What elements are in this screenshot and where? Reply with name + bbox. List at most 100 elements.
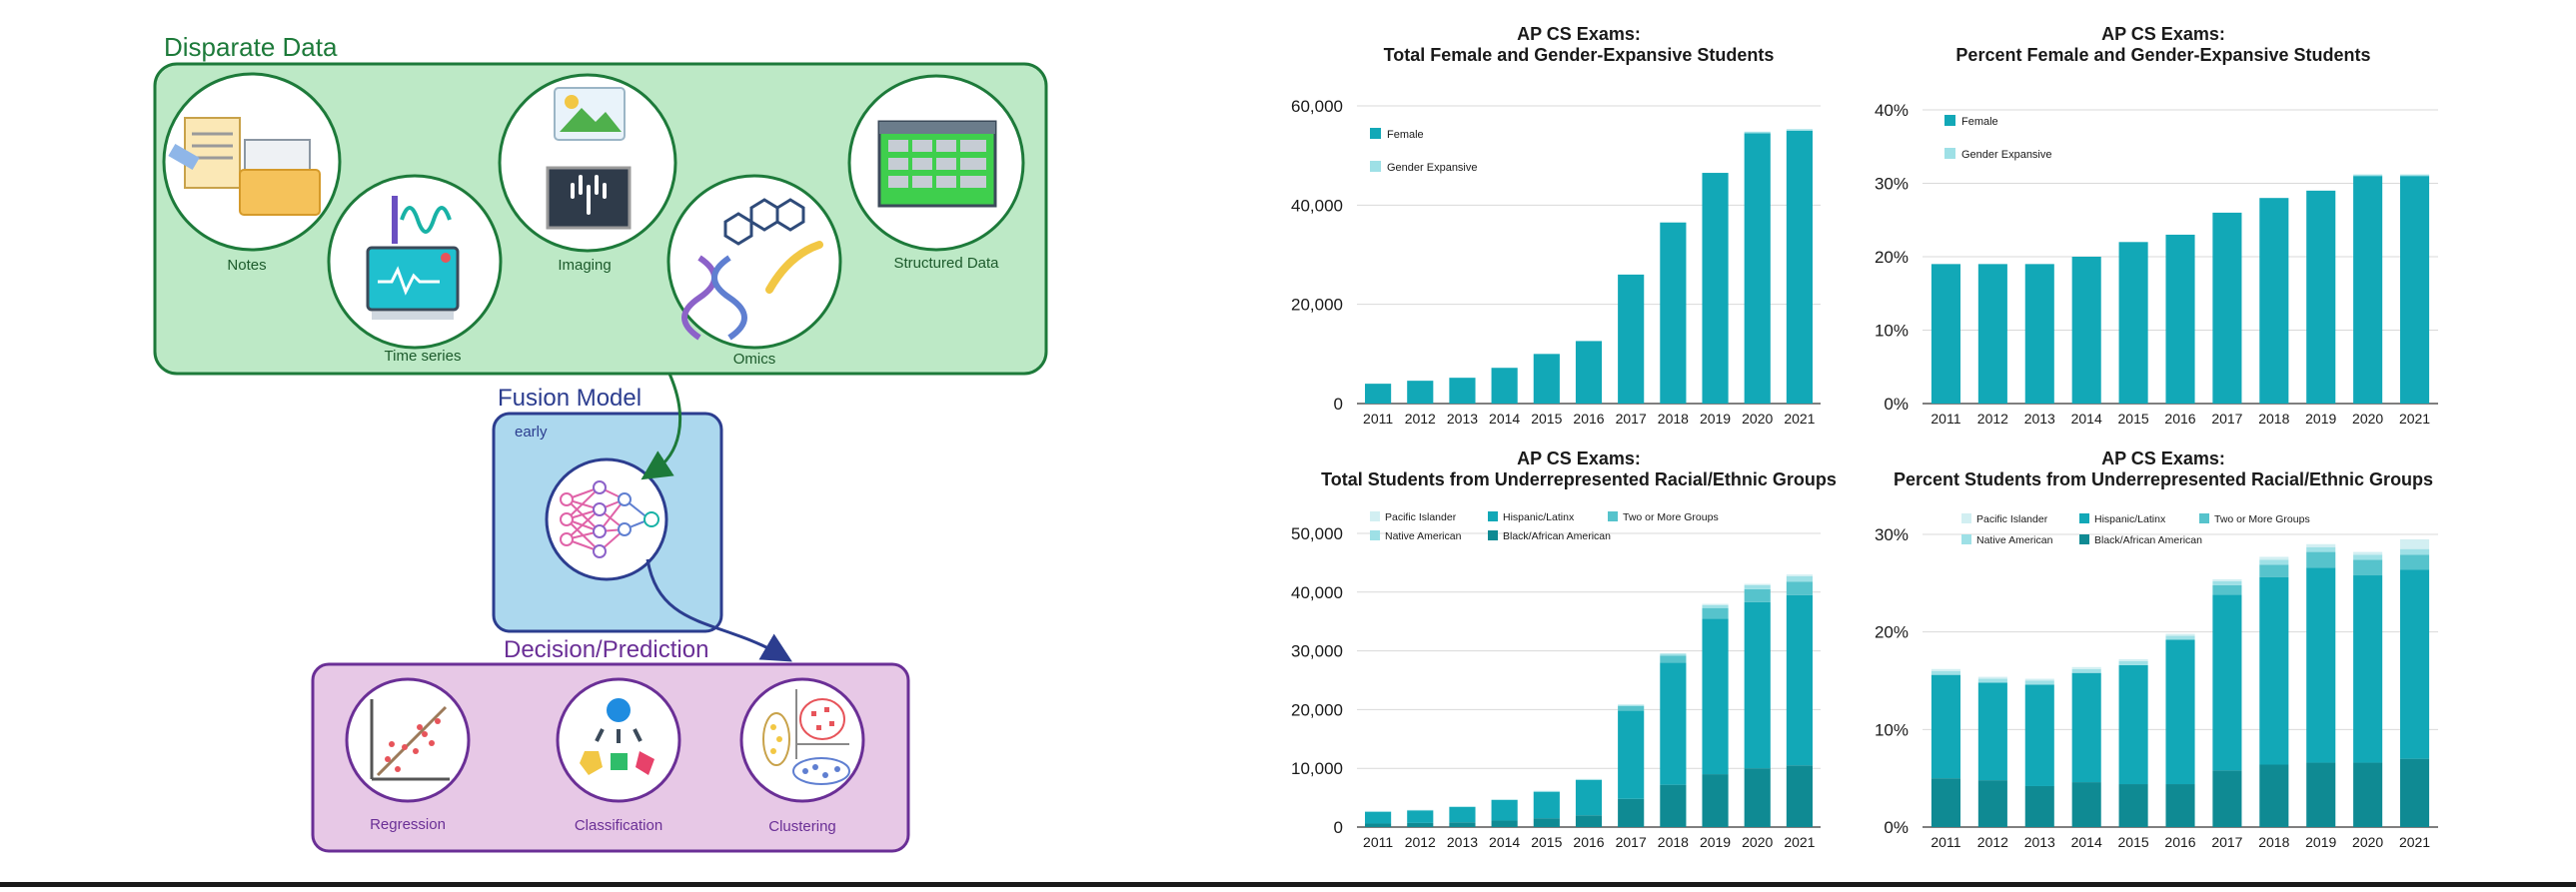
- omics-label: Omics: [733, 351, 776, 368]
- bar-hispanic-latinx-2014: [1492, 800, 1518, 821]
- bar-native-american-2016: [1576, 779, 1602, 780]
- legend-label: Gender Expansive: [1961, 149, 2052, 161]
- bar-native-american-2019: [1702, 605, 1728, 608]
- bar-female-2017: [1618, 275, 1644, 404]
- bar-native-american-2011: [1932, 671, 1960, 675]
- fusion-model-panel: Fusion Model early: [494, 385, 721, 631]
- x-tick-label: 2017: [2211, 834, 2242, 850]
- bar-black-african-american-2016: [1576, 815, 1602, 827]
- bar-female-2014: [1492, 368, 1518, 404]
- bar-female-2019: [2306, 191, 2335, 404]
- y-tick-label: 10%: [1875, 322, 1909, 341]
- x-tick-label: 2018: [2258, 411, 2289, 427]
- legend-swatch: [1488, 530, 1498, 540]
- bar-hispanic-latinx-2021: [2400, 569, 2429, 758]
- bar-female-2018: [1660, 223, 1686, 404]
- bar-black-african-american-2021: [2400, 759, 2429, 827]
- bottom-border: [0, 882, 2576, 887]
- bar-two-or-more-groups-2019: [1702, 608, 1728, 619]
- chart-title-line: AP CS Exams:: [2101, 24, 2225, 44]
- bar-native-american-2020: [2353, 555, 2382, 560]
- y-tick-label: 10,000: [1291, 759, 1343, 778]
- bar-hispanic-latinx-2018: [2259, 577, 2288, 765]
- y-tick-label: 20,000: [1291, 296, 1343, 315]
- bar-native-american-2020: [1745, 585, 1771, 589]
- x-tick-label: 2021: [2399, 834, 2430, 850]
- bar-hispanic-latinx-2021: [1787, 595, 1813, 766]
- bar-black-african-american-2014: [2072, 782, 2101, 827]
- bar-black-african-american-2013: [1449, 822, 1475, 827]
- structured-data-icon: [879, 122, 995, 206]
- legend-label: Two or More Groups: [1623, 511, 1719, 523]
- bar-black-african-american-2016: [2165, 784, 2194, 827]
- x-tick-label: 2011: [1363, 411, 1393, 427]
- bar-black-african-american-2012: [1407, 823, 1433, 827]
- legend-label: Black/African American: [2094, 534, 2202, 546]
- clustering-label: Clustering: [768, 818, 836, 835]
- x-tick-label: 2014: [2071, 834, 2102, 850]
- bar-hispanic-latinx-2020: [2353, 575, 2382, 763]
- bar-black-african-american-2017: [1618, 799, 1644, 827]
- chart-4: AP CS Exams:Percent Students from Underr…: [1875, 448, 2438, 850]
- y-tick-label: 60,000: [1291, 97, 1343, 116]
- time-series-label: Time series: [385, 348, 462, 365]
- bar-hispanic-latinx-2013: [2025, 684, 2054, 786]
- bar-black-african-american-2015: [1534, 818, 1560, 827]
- classification-label: Classification: [575, 817, 662, 834]
- x-tick-label: 2021: [1784, 834, 1815, 850]
- imaging-label: Imaging: [558, 257, 611, 274]
- bar-native-american-2013: [2025, 681, 2054, 685]
- chart-1: AP CS Exams:Total Female and Gender-Expa…: [1291, 24, 1821, 427]
- bar-hispanic-latinx-2016: [1576, 780, 1602, 815]
- x-tick-label: 2015: [1531, 411, 1562, 427]
- x-tick-label: 2013: [1447, 834, 1478, 850]
- x-tick-label: 2018: [1658, 834, 1689, 850]
- x-tick-label: 2016: [1573, 411, 1604, 427]
- bar-pacific-islander-2011: [1932, 669, 1960, 671]
- bar-female-2021: [1787, 131, 1813, 404]
- legend-swatch: [1961, 513, 1971, 523]
- legend-swatch: [1370, 161, 1381, 172]
- chart-3: AP CS Exams:Total Students from Underrep…: [1291, 448, 1837, 850]
- bar-native-american-2017: [1618, 705, 1644, 706]
- x-tick-label: 2015: [2118, 834, 2149, 850]
- chart-title-line: AP CS Exams:: [1517, 448, 1641, 468]
- bar-black-african-american-2020: [1745, 768, 1771, 827]
- x-tick-label: 2021: [1784, 411, 1815, 427]
- bar-hispanic-latinx-2012: [1978, 682, 2007, 780]
- bar-black-african-american-2012: [1978, 780, 2007, 827]
- bar-female-2020: [1745, 133, 1771, 404]
- bar-two-or-more-groups-2017: [1618, 706, 1644, 711]
- bar-pacific-islander-2017: [1618, 704, 1644, 705]
- bar-native-american-2016: [2165, 636, 2194, 640]
- legend-swatch: [2079, 513, 2089, 523]
- bar-two-or-more-groups-2020: [2353, 559, 2382, 575]
- x-tick-label: 2016: [1573, 834, 1604, 850]
- bar-hispanic-latinx-2016: [2165, 639, 2194, 784]
- bar-female-2016: [2165, 235, 2194, 404]
- x-tick-label: 2016: [2164, 834, 2195, 850]
- bar-native-american-2014: [1492, 799, 1518, 800]
- bar-black-african-american-2018: [1660, 785, 1686, 827]
- bar-native-american-2018: [1660, 654, 1686, 656]
- x-tick-label: 2019: [1700, 411, 1731, 427]
- bar-pacific-islander-2019: [1702, 604, 1728, 605]
- disparate-data-title: Disparate Data: [164, 32, 338, 62]
- bar-female-2018: [2259, 198, 2288, 404]
- y-tick-label: 0: [1334, 818, 1343, 837]
- legend-label: Two or More Groups: [2214, 513, 2310, 525]
- bar-hispanic-latinx-2011: [1365, 812, 1391, 824]
- bar-native-american-2015: [1534, 791, 1560, 792]
- bar-pacific-islander-2019: [2306, 544, 2335, 547]
- bar-female-2011: [1365, 384, 1391, 404]
- bar-two-or-more-groups-2018: [1660, 655, 1686, 662]
- bar-female-2019: [1702, 173, 1728, 404]
- bar-female-2014: [2072, 257, 2101, 404]
- x-tick-label: 2020: [1742, 834, 1773, 850]
- legend-swatch: [1370, 128, 1381, 139]
- x-tick-label: 2012: [1405, 411, 1436, 427]
- bar-female-2011: [1932, 264, 1960, 404]
